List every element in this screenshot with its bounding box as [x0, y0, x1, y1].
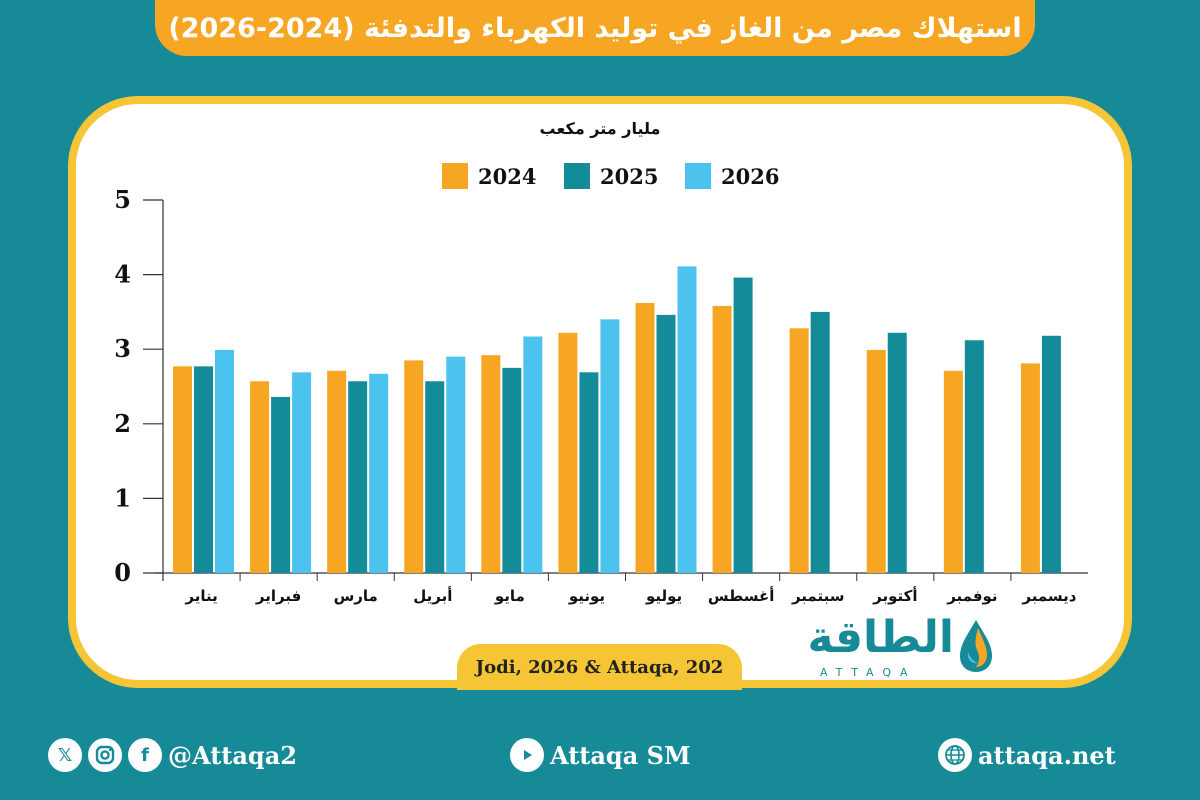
bar-2025 [810, 311, 830, 573]
bar-2026 [600, 319, 620, 573]
youtube-channel[interactable]: Attaqa SM [550, 740, 691, 770]
bar-2026 [369, 373, 389, 573]
bar-2025 [656, 314, 676, 573]
x-tick-label: فبراير [255, 587, 301, 605]
bar-2025 [271, 396, 291, 573]
bar-2024 [789, 328, 809, 573]
flame-drop-icon [960, 620, 992, 672]
bar-2024 [866, 349, 886, 573]
bar-2025 [1041, 335, 1061, 573]
y-tick-label: 3 [114, 334, 131, 363]
bar-2024 [481, 355, 501, 573]
bar-2024 [173, 366, 192, 573]
social-handle[interactable]: @Attaqa2 [168, 740, 297, 770]
x-tick-label: سبتمبر [791, 587, 845, 605]
y-tick-label: 5 [114, 185, 131, 214]
bar-2024 [943, 370, 963, 573]
bar-2025 [887, 332, 907, 573]
bar-2024 [1020, 363, 1040, 573]
y-axis-label: مليار متر مكعب [540, 119, 661, 138]
legend-swatch-2026 [685, 163, 711, 189]
instagram-icon[interactable] [88, 738, 122, 772]
facebook-icon[interactable]: f [128, 738, 162, 772]
x-tick-label: نوفمبر [946, 587, 997, 605]
bar-2024 [558, 332, 578, 573]
bar-2025 [348, 381, 368, 573]
x-tick-label: أغسطس [708, 586, 774, 605]
x-tick-label: يوليو [645, 587, 682, 605]
x-tick-label: يناير [184, 587, 217, 605]
bar-2026 [215, 349, 234, 573]
social-links: 𝕏 f @Attaqa2 [48, 730, 297, 780]
x-tick-label: أكتوبر [872, 586, 917, 605]
youtube-icon[interactable] [510, 738, 544, 772]
title-banner: استهلاك مصر من الغاز في توليد الكهرباء و… [155, 0, 1035, 56]
legend-label-2024: 2024 [478, 164, 536, 189]
bar-2026 [523, 336, 543, 573]
bar-2025 [425, 381, 445, 573]
bar-2026 [292, 372, 312, 573]
website-url[interactable]: attaqa.net [978, 740, 1116, 770]
y-tick-label: 0 [114, 558, 131, 587]
x-tick-label: أبريل [413, 586, 452, 605]
attaqa-logo: الطاقة ATTAQA [806, 612, 996, 686]
x-tick-label: مايو [494, 587, 525, 605]
bar-2025 [579, 372, 599, 573]
source-text: Jodi, 2026 & Attaqa, 202 [475, 656, 724, 678]
x-tick-label: ديسمبر [1021, 587, 1076, 605]
logo-arabic-text: الطاقة [807, 612, 954, 663]
website-link: attaqa.net [938, 730, 1116, 780]
youtube-link: Attaqa SM [510, 730, 691, 780]
legend-label-2025: 2025 [600, 164, 658, 189]
y-tick-label: 2 [114, 409, 131, 438]
bar-2026 [677, 266, 697, 573]
bar-2024 [250, 381, 270, 573]
logo-english-text: ATTAQA [820, 666, 917, 679]
bar-2024 [712, 305, 732, 573]
bar-2025 [964, 340, 984, 573]
bar-2026 [446, 356, 466, 573]
bar-2025 [502, 367, 522, 573]
legend-label-2026: 2026 [721, 164, 779, 189]
y-tick-label: 4 [114, 260, 131, 289]
source-label: Jodi, 2026 & Attaqa, 202 [457, 644, 742, 690]
bar-2024 [635, 302, 655, 573]
bar-2025 [194, 366, 213, 573]
legend-swatch-2024 [442, 163, 468, 189]
x-tick-label: يونيو [568, 587, 605, 605]
y-tick-label: 1 [114, 483, 131, 512]
chart-title: استهلاك مصر من الغاز في توليد الكهرباء و… [168, 12, 1022, 44]
globe-icon[interactable] [938, 738, 972, 772]
footer-bar: 𝕏 f @Attaqa2 Attaqa SM attaqa.net [0, 730, 1200, 780]
legend-swatch-2025 [564, 163, 590, 189]
bar-2025 [733, 277, 753, 573]
x-icon[interactable]: 𝕏 [48, 738, 82, 772]
x-tick-label: مارس [334, 587, 378, 605]
bar-2024 [327, 370, 347, 573]
bar-2024 [404, 360, 424, 573]
